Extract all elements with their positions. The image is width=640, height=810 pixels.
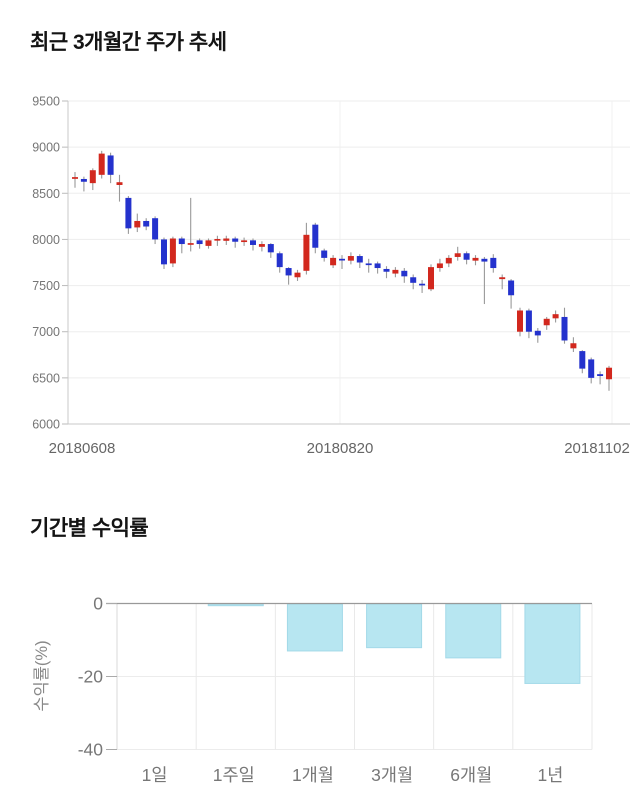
candle-body	[597, 374, 604, 377]
returns-bar-chart: 0 -20 -40 1일 1주일 1개월 3개월 6개월 1년 수익률(%)	[32, 594, 593, 785]
x-axis-tick-label: 20180820	[307, 440, 374, 457]
candle-body	[419, 283, 426, 286]
candle-body	[125, 197, 132, 229]
candle-body	[107, 155, 114, 175]
candle-body	[410, 277, 417, 283]
candle-body	[80, 178, 87, 182]
candle-body	[436, 263, 443, 269]
candle-body	[276, 253, 283, 268]
candle-body	[196, 240, 203, 245]
y-axis-tick-label: -40	[78, 740, 104, 760]
candle-body	[561, 316, 568, 341]
category-label: 3개월	[371, 765, 413, 785]
candle-body	[214, 238, 221, 241]
candle-body	[481, 258, 488, 262]
y-axis-tick-label: 7500	[32, 279, 60, 293]
candle-body	[116, 182, 123, 185]
candle-body	[579, 351, 586, 369]
candle-body	[428, 267, 434, 290]
candle-body	[392, 269, 399, 274]
y-axis-title: 수익률(%)	[32, 640, 51, 711]
bar	[366, 603, 423, 649]
category-label: 1년	[537, 765, 563, 785]
category-label: 1주일	[213, 765, 255, 785]
candle-body	[205, 240, 212, 246]
candle-body	[330, 257, 337, 266]
candle-body	[143, 220, 150, 227]
candle-body	[606, 367, 612, 380]
category-label: 6개월	[450, 765, 492, 785]
candle-body	[543, 318, 550, 326]
y-axis-tick-label: 7000	[32, 325, 60, 339]
candle-body	[98, 153, 105, 175]
candle-body	[472, 257, 479, 261]
bar	[445, 603, 502, 659]
price-candlestick-chart: 9500 9000 8500 8000 7500 7000 6500 6000 20180608…	[32, 95, 630, 457]
candle-body	[285, 268, 292, 276]
bar	[286, 603, 343, 652]
candle-body	[294, 272, 301, 278]
candle-body	[552, 314, 559, 319]
candle-body	[161, 239, 167, 265]
candle-body	[339, 258, 345, 261]
price-chart-title: 최근 3개월간 주가 추세	[30, 31, 227, 54]
y-axis-tick-label: 6000	[32, 418, 60, 432]
candle-body	[169, 238, 176, 264]
candle-body	[508, 280, 515, 296]
candle-body	[383, 268, 390, 272]
candle-body	[187, 243, 194, 245]
candle-body	[303, 234, 310, 271]
bar	[524, 603, 581, 684]
x-axis-tick-label: 20180608	[49, 440, 116, 457]
candle-body	[356, 256, 363, 263]
y-axis-tick-label: 9500	[32, 95, 60, 109]
candle-body	[72, 177, 78, 179]
candle-body	[534, 330, 541, 336]
candle-body	[454, 253, 461, 257]
candle-body	[490, 257, 497, 269]
candle-body	[241, 240, 248, 243]
candle-body	[267, 244, 274, 253]
bar	[207, 603, 264, 607]
y-axis-tick-label: -20	[78, 667, 104, 687]
candle-body	[89, 170, 96, 184]
y-axis-tick-label: 8500	[32, 187, 60, 201]
candle-body	[445, 257, 452, 264]
category-label: 1일	[142, 765, 168, 785]
candle-body	[223, 238, 230, 241]
y-axis-tick-label: 6500	[32, 371, 60, 385]
candle-body	[152, 218, 159, 240]
candle-body	[374, 263, 381, 269]
candle-body	[517, 310, 523, 332]
candle-body	[401, 270, 408, 277]
candle-body	[232, 238, 239, 242]
candle-body	[321, 250, 328, 258]
candle-body	[588, 359, 595, 378]
y-axis-tick-label: 9000	[32, 141, 60, 155]
candle-body	[499, 277, 506, 280]
candle-body	[250, 240, 256, 245]
y-axis-tick-label: 8000	[32, 233, 60, 247]
candle-body	[570, 343, 577, 349]
candle-body	[525, 310, 532, 332]
y-axis-tick-label: 0	[93, 594, 103, 614]
candle-body	[347, 256, 354, 261]
candle-body	[312, 224, 319, 248]
candle-body	[365, 263, 372, 266]
candle-body	[178, 238, 185, 245]
candle-body	[463, 253, 470, 260]
candle-body	[258, 244, 265, 247]
candle-body	[134, 220, 141, 228]
x-axis-tick-label: 20181102	[564, 440, 630, 457]
category-label: 1개월	[292, 765, 334, 785]
returns-chart-title: 기간별 수익률	[30, 517, 149, 540]
